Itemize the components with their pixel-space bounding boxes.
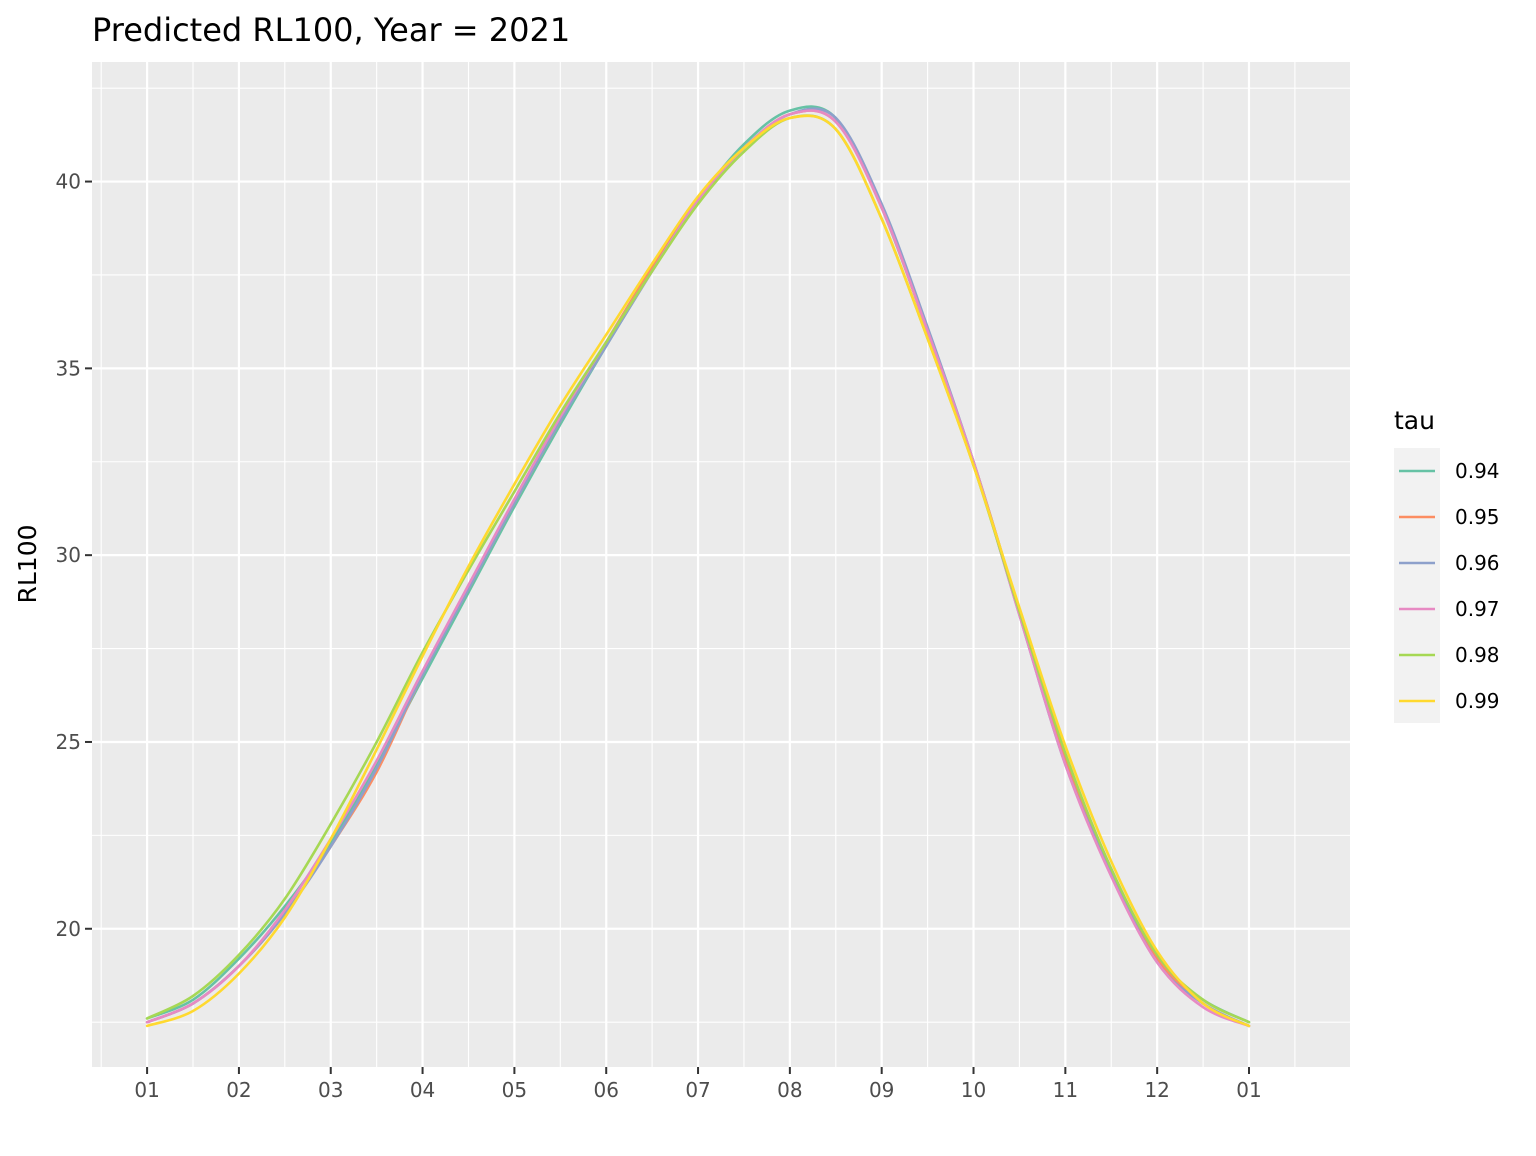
x-tick-label: 11 <box>1053 1078 1078 1102</box>
y-axis-title: RL100 <box>13 524 42 603</box>
legend: tau 0.94 0.95 0.96 0.97 0.98 0.99 <box>1394 406 1500 723</box>
x-tick-label: 05 <box>502 1078 527 1102</box>
y-tick-label: 25 <box>56 730 81 754</box>
series-lines <box>145 105 1251 1028</box>
legend-label-0.95: 0.95 <box>1455 505 1500 529</box>
x-tick-label: 06 <box>593 1078 618 1102</box>
y-tick-label: 30 <box>56 543 81 567</box>
x-tick-label: 01 <box>1236 1078 1261 1102</box>
y-axis: 20 25 30 35 40 <box>56 170 92 941</box>
legend-title: tau <box>1394 406 1435 435</box>
y-tick-label: 40 <box>56 170 81 194</box>
y-tick-label: 20 <box>56 917 81 941</box>
x-tick-label: 02 <box>226 1078 251 1102</box>
series-line-0.99 <box>145 114 1251 1028</box>
chart-title: Predicted RL100, Year = 2021 <box>92 11 570 49</box>
y-tick-label: 35 <box>56 356 81 380</box>
series-line-0.97 <box>145 109 1251 1028</box>
x-tick-label: 03 <box>318 1078 343 1102</box>
x-tick-label: 08 <box>777 1078 802 1102</box>
legend-key-background <box>1394 448 1440 723</box>
x-tick-label: 12 <box>1144 1078 1169 1102</box>
x-tick-label: 09 <box>869 1078 894 1102</box>
legend-label-0.96: 0.96 <box>1455 551 1500 575</box>
legend-label-0.98: 0.98 <box>1455 643 1500 667</box>
x-axis: 01 02 03 04 05 06 07 08 09 10 11 12 01 <box>134 1067 1262 1102</box>
plot-panel <box>92 62 1350 1067</box>
x-tick-label: 04 <box>410 1078 435 1102</box>
x-tick-label: 07 <box>685 1078 710 1102</box>
major-gridlines <box>92 62 1350 1067</box>
series-line-0.98 <box>145 114 1251 1024</box>
x-tick-label: 01 <box>134 1078 159 1102</box>
legend-label-0.97: 0.97 <box>1455 597 1500 621</box>
legend-label-0.99: 0.99 <box>1455 689 1500 713</box>
x-tick-label: 10 <box>961 1078 986 1102</box>
legend-label-0.94: 0.94 <box>1455 459 1500 483</box>
